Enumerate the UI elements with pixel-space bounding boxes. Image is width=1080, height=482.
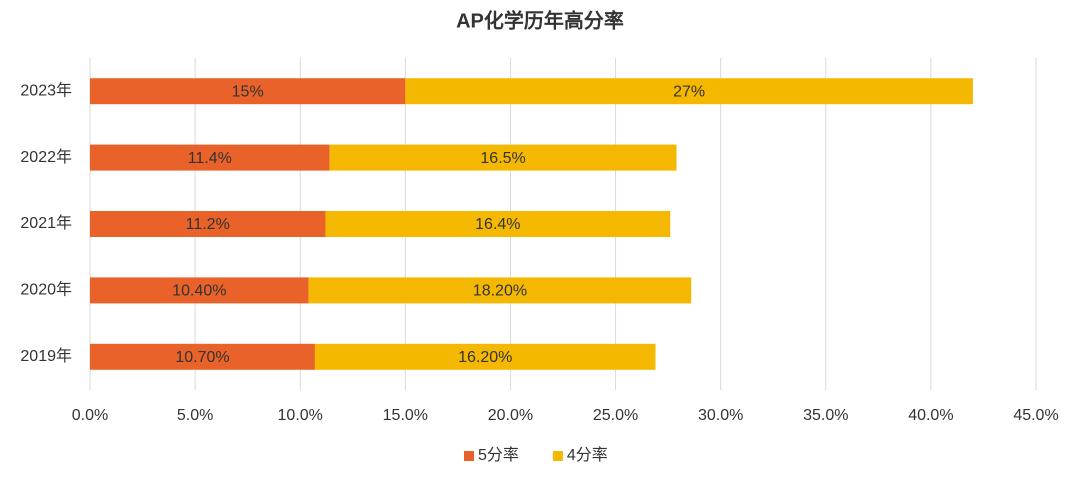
- x-tick-label: 25.0%: [593, 407, 638, 424]
- bar-segment: [314, 343, 656, 370]
- data-label: 16.5%: [480, 150, 525, 167]
- data-label: 11.4%: [188, 150, 232, 167]
- legend-swatch: [464, 451, 474, 461]
- bar-segment: [308, 277, 692, 304]
- y-tick-label: 2022年: [20, 148, 72, 166]
- data-label: 27%: [673, 83, 705, 100]
- bar-segment: [90, 78, 406, 105]
- bar-segment: [405, 78, 973, 105]
- data-label: 10.40%: [172, 283, 226, 300]
- x-tick-label: 15.0%: [383, 407, 428, 424]
- legend-label: 4分率: [567, 446, 608, 464]
- chart-title: AP化学历年高分率: [456, 8, 624, 32]
- data-label: 16.4%: [475, 216, 520, 233]
- bar-segment: [90, 211, 326, 237]
- x-tick-label: 20.0%: [488, 407, 533, 424]
- data-label: 15%: [232, 83, 264, 100]
- y-tick-label: 2019年: [20, 347, 72, 365]
- bar-segment: [329, 144, 677, 171]
- x-tick-label: 10.0%: [278, 407, 323, 424]
- bar-segment: [90, 277, 309, 304]
- data-label: 16.20%: [458, 349, 512, 366]
- x-tick-label: 45.0%: [1013, 407, 1058, 424]
- bar-segment: [90, 144, 330, 171]
- data-label: 18.20%: [473, 283, 527, 300]
- x-tick-label: 35.0%: [803, 407, 848, 424]
- y-tick-label: 2023年: [20, 81, 72, 99]
- data-label: 11.2%: [186, 216, 230, 233]
- x-tick-label: 30.0%: [698, 407, 743, 424]
- x-tick-label: 40.0%: [908, 407, 953, 424]
- legend-swatch: [552, 451, 563, 461]
- bar-segment: [90, 343, 315, 370]
- bar-segment: [325, 211, 671, 237]
- y-tick-label: 2020年: [20, 281, 72, 299]
- y-tick-label: 2021年: [20, 214, 72, 232]
- data-label: 10.70%: [175, 349, 229, 366]
- x-tick-label: 5.0%: [177, 407, 213, 424]
- x-tick-label: 0.0%: [72, 407, 108, 424]
- legend-label: 5分率: [478, 446, 519, 464]
